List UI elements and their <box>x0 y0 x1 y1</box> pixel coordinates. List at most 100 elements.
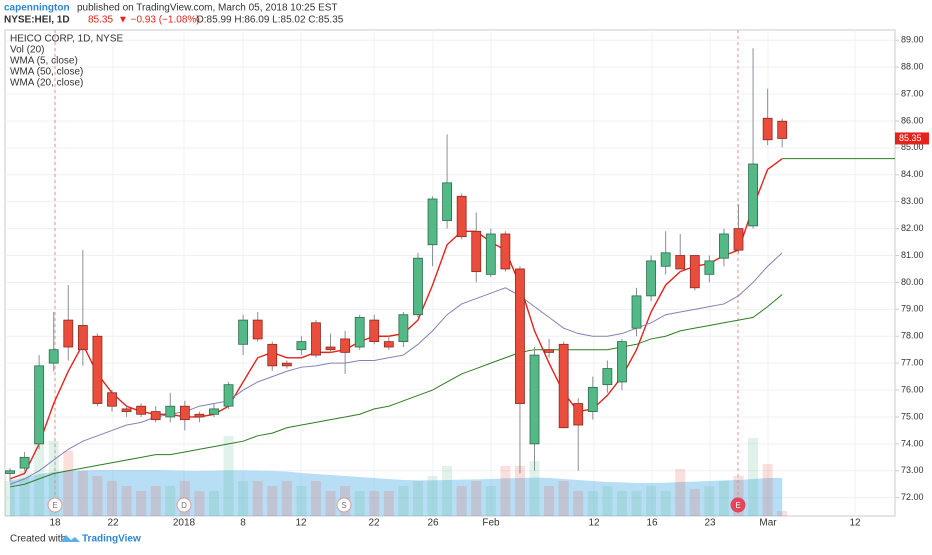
footer-brand[interactable]: TradingView <box>82 534 141 545</box>
volume-bar <box>471 481 482 516</box>
y-tick-label: 89.00 <box>901 35 924 45</box>
candle-body <box>471 230 482 273</box>
legend-entry: WMA (5, close) <box>10 56 78 67</box>
y-tick-label: 77.00 <box>901 358 924 368</box>
x-tick-label: Feb <box>482 518 500 529</box>
x-tick-label: 12 <box>588 518 600 529</box>
event-marker <box>336 497 352 513</box>
candle-body <box>238 319 249 345</box>
volume-bar <box>369 491 380 516</box>
candle-body <box>675 255 686 270</box>
x-tick-label: 12 <box>295 518 307 529</box>
volume-bar <box>106 481 117 516</box>
volume-bar <box>675 469 686 516</box>
y-tick-label: 87.00 <box>901 88 924 98</box>
y-tick-label: 83.00 <box>901 196 924 206</box>
x-tick-label: 16 <box>646 518 658 529</box>
published: published on TradingView.com, March 05, … <box>77 3 338 14</box>
candle-body <box>34 365 45 445</box>
y-tick-label: 79.00 <box>901 304 924 314</box>
candle-body <box>719 233 729 259</box>
volume-bar <box>733 476 744 516</box>
candle-body <box>165 405 176 418</box>
candle-body <box>442 182 453 221</box>
volume-bar <box>718 481 729 516</box>
volume-bar <box>660 491 671 516</box>
volume-bar <box>136 491 147 516</box>
event-label: S <box>341 501 346 510</box>
volume-bar <box>777 511 788 516</box>
volume-bar <box>121 486 132 516</box>
event-label: E <box>735 501 740 510</box>
volume-bar <box>208 491 219 516</box>
volume-bar <box>602 486 613 516</box>
candle-body <box>136 405 147 415</box>
candle-body <box>267 343 278 367</box>
y-tick-label: 76.00 <box>901 384 924 394</box>
y-tick-label: 78.00 <box>901 331 924 341</box>
plot-frame <box>4 29 896 517</box>
wma-line <box>9 252 783 485</box>
candle-body <box>107 392 117 407</box>
candle-body <box>544 349 554 353</box>
x-tick-label: 8 <box>240 518 246 529</box>
volume-bar <box>281 481 292 516</box>
wma-line <box>9 158 783 480</box>
volume-bar <box>631 491 642 516</box>
candle-body <box>777 120 788 139</box>
volume-bar <box>77 471 88 516</box>
candle-body <box>485 233 496 275</box>
volume-bar <box>19 471 30 516</box>
candle-body <box>194 413 205 418</box>
y-tick-label: 73.00 <box>901 465 924 475</box>
volume-bar <box>514 466 525 516</box>
volume-bar <box>310 481 321 516</box>
event-marker <box>47 497 63 513</box>
candle-body <box>150 411 161 421</box>
volume-bar <box>442 466 453 516</box>
x-tick-label: 23 <box>704 518 716 529</box>
volume-bar <box>500 466 511 516</box>
volume-bar <box>48 441 59 516</box>
candle-body <box>63 319 74 348</box>
volume-bar <box>150 486 161 516</box>
candle-body <box>121 408 132 412</box>
candle-body <box>646 260 656 297</box>
y-tick-label: 88.00 <box>901 62 924 72</box>
x-tick-label: 18 <box>49 518 61 529</box>
author[interactable]: capennington <box>4 3 70 14</box>
volume-bar <box>34 396 45 516</box>
y-tick-label: 80.00 <box>901 277 924 287</box>
volume-bar <box>485 486 496 516</box>
volume-bar <box>646 486 657 516</box>
volume-bar <box>529 461 540 516</box>
candle-body <box>223 384 234 407</box>
footer-created: Created with <box>10 534 66 545</box>
candle-body <box>354 317 365 348</box>
candle-body <box>252 319 263 340</box>
candle-body <box>340 338 351 353</box>
candle-body <box>631 295 642 329</box>
last-price: 85.35 <box>88 15 113 26</box>
symbol: NYSE:HEI, 1D <box>4 15 70 26</box>
y-tick-label: 74.00 <box>901 438 924 448</box>
candle-body <box>689 255 700 289</box>
volume-bar <box>704 486 715 516</box>
candle-body <box>558 343 569 429</box>
candle-body <box>660 252 671 267</box>
volume-bar <box>587 491 598 516</box>
x-tick-label: 26 <box>427 518 439 529</box>
volume-bar <box>194 491 205 516</box>
volume-bar <box>573 491 584 516</box>
candle-body <box>281 362 292 367</box>
legend-volume: Vol (20) <box>10 45 44 56</box>
candle-body <box>587 386 598 412</box>
candle-body <box>704 260 715 275</box>
candle-body <box>413 257 423 316</box>
y-tick-label: 75.00 <box>901 411 924 421</box>
candle-body <box>529 354 540 445</box>
candle-body <box>48 349 59 364</box>
volume-bar <box>267 486 278 516</box>
